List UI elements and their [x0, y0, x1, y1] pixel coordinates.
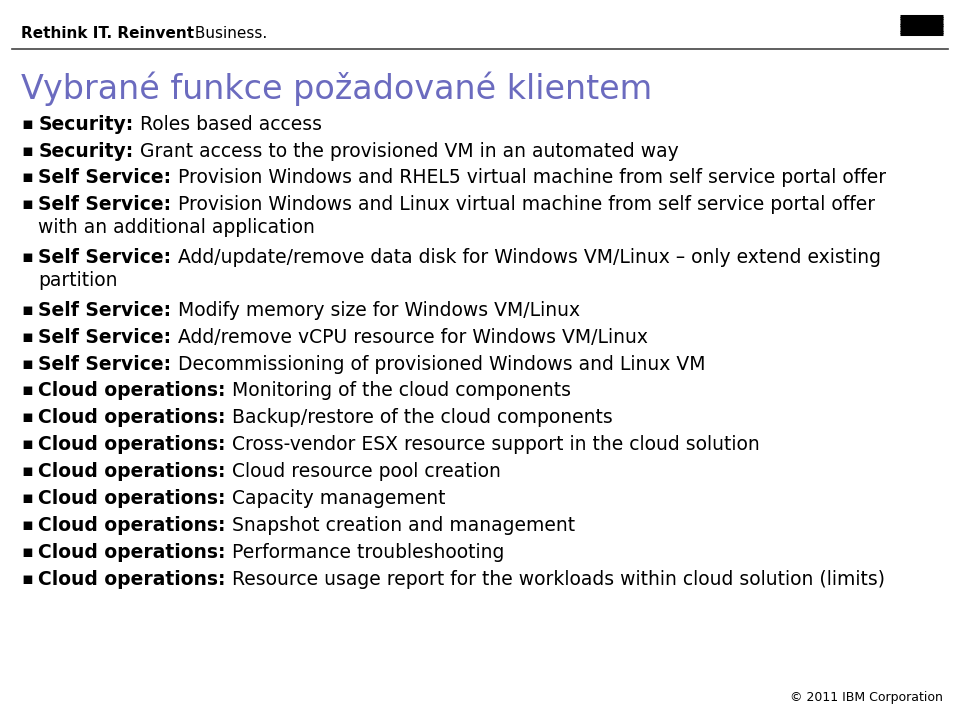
Text: Monitoring of the cloud components: Monitoring of the cloud components: [226, 381, 571, 400]
Text: Self Service:: Self Service:: [38, 328, 172, 346]
Text: Decommissioning of provisioned Windows and Linux VM: Decommissioning of provisioned Windows a…: [172, 354, 705, 374]
Text: ▪: ▪: [21, 543, 33, 561]
Text: Snapshot creation and management: Snapshot creation and management: [226, 516, 575, 535]
Text: Vybrané funkce požadované klientem: Vybrané funkce požadované klientem: [21, 72, 653, 106]
Text: ▪: ▪: [21, 381, 33, 399]
Text: Self Service:: Self Service:: [38, 195, 172, 214]
Text: Cloud operations:: Cloud operations:: [38, 408, 226, 427]
Text: Cloud operations:: Cloud operations:: [38, 543, 226, 561]
Text: Backup/restore of the cloud components: Backup/restore of the cloud components: [226, 408, 612, 427]
Text: ▪: ▪: [21, 408, 33, 427]
Text: Security:: Security:: [38, 115, 133, 133]
Text: ▪: ▪: [21, 354, 33, 373]
Text: Cross-vendor ESX resource support in the cloud solution: Cross-vendor ESX resource support in the…: [226, 435, 759, 454]
Text: Business.: Business.: [190, 26, 267, 41]
Text: Roles based access: Roles based access: [133, 115, 322, 133]
Text: Cloud operations:: Cloud operations:: [38, 489, 226, 508]
Text: Cloud operations:: Cloud operations:: [38, 435, 226, 454]
Text: Modify memory size for Windows VM/Linux: Modify memory size for Windows VM/Linux: [172, 301, 580, 320]
Text: Cloud operations:: Cloud operations:: [38, 569, 226, 589]
Text: Cloud operations:: Cloud operations:: [38, 381, 226, 400]
Text: ▪: ▪: [21, 462, 33, 480]
Text: ▪: ▪: [21, 195, 33, 214]
Text: Grant access to the provisioned VM in an automated way: Grant access to the provisioned VM in an…: [133, 142, 679, 161]
Text: ▪: ▪: [21, 435, 33, 453]
Text: Resource usage report for the workloads within cloud solution (limits): Resource usage report for the workloads …: [226, 569, 885, 589]
Text: © 2011 IBM Corporation: © 2011 IBM Corporation: [790, 691, 943, 704]
Text: ▪: ▪: [21, 328, 33, 346]
Text: Self Service:: Self Service:: [38, 248, 172, 267]
Text: ▪: ▪: [21, 168, 33, 186]
Text: Security:: Security:: [38, 142, 133, 161]
Text: ▪: ▪: [21, 115, 33, 133]
Text: Self Service:: Self Service:: [38, 301, 172, 320]
Text: ▪: ▪: [21, 516, 33, 534]
Text: Self Service:: Self Service:: [38, 354, 172, 374]
Text: Provision Windows and Linux virtual machine from self service portal offer: Provision Windows and Linux virtual mach…: [172, 195, 875, 214]
Text: Add/update/remove data disk for Windows VM/Linux – only extend existing: Add/update/remove data disk for Windows …: [172, 248, 880, 267]
Text: Provision Windows and RHEL5 virtual machine from self service portal offer: Provision Windows and RHEL5 virtual mach…: [172, 168, 886, 187]
Text: Cloud resource pool creation: Cloud resource pool creation: [226, 462, 501, 481]
Text: Self Service:: Self Service:: [38, 168, 172, 187]
Text: Add/remove vCPU resource for Windows VM/Linux: Add/remove vCPU resource for Windows VM/…: [172, 328, 648, 346]
Text: with an additional application: with an additional application: [38, 218, 315, 237]
Text: ▪: ▪: [21, 142, 33, 160]
Text: ▪: ▪: [21, 569, 33, 588]
Text: Cloud operations:: Cloud operations:: [38, 516, 226, 535]
Text: Capacity management: Capacity management: [226, 489, 445, 508]
Text: Rethink IT. Reinvent: Rethink IT. Reinvent: [21, 26, 194, 41]
Text: partition: partition: [38, 271, 118, 290]
Text: Performance troubleshooting: Performance troubleshooting: [226, 543, 504, 561]
Text: ▪: ▪: [21, 489, 33, 507]
Text: Cloud operations:: Cloud operations:: [38, 462, 226, 481]
Text: ▪: ▪: [21, 248, 33, 266]
Text: ▪: ▪: [21, 301, 33, 319]
